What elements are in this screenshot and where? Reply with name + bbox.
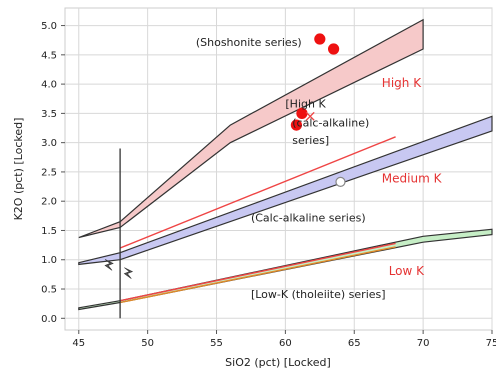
wedge-marker xyxy=(123,267,134,279)
y-tick-label: 3.5 xyxy=(41,109,57,120)
annotation-label: [Low-K (tholeiite) series] xyxy=(251,288,386,301)
data-point[interactable] xyxy=(290,119,303,131)
x-tick-label: 75 xyxy=(486,338,496,349)
series-lines xyxy=(119,136,396,304)
annotation-label: series] xyxy=(292,134,329,147)
annotations: (Shoshonite series) High K [High K (calc-al… xyxy=(196,36,443,301)
annotation-label: High K xyxy=(382,76,422,90)
y-tick-label: 4.5 xyxy=(41,50,57,61)
orange-lower-line xyxy=(119,246,396,304)
annotation-label: Medium K xyxy=(382,171,443,185)
red-upper-line xyxy=(119,136,396,249)
x-tick-label: 45 xyxy=(72,338,85,349)
annotation-label: [High K xyxy=(285,98,326,111)
x-tick-label: 55 xyxy=(210,338,223,349)
plot-area xyxy=(64,7,493,331)
annotation-label: (Calc-alkaline series) xyxy=(251,212,366,225)
y-tick-label: 2.0 xyxy=(41,197,57,208)
y-tick-label: 2.5 xyxy=(41,167,57,178)
annotation-label: Low K xyxy=(389,264,425,278)
x-tick-label: 60 xyxy=(279,338,292,349)
shoshonite-band xyxy=(78,18,424,239)
data-point[interactable] xyxy=(327,43,340,55)
y-tick-label: 3.0 xyxy=(41,138,57,149)
y-tick-label: 0.0 xyxy=(41,314,57,325)
y-tick-label: 1.0 xyxy=(41,255,57,266)
data-points xyxy=(104,33,346,279)
x-tick-label: 70 xyxy=(417,338,430,349)
red-lower-line xyxy=(119,242,396,302)
x-tick-label: 65 xyxy=(348,338,361,349)
cross-marker xyxy=(305,111,315,121)
wedge-marker xyxy=(104,259,114,271)
y-axis-ticks: 0.0 0.5 1.0 1.5 2.0 2.5 3.0 3.5 4.0 4.5 5.0 xyxy=(41,21,65,325)
y-tick-label: 0.5 xyxy=(41,285,57,296)
x-tick-label: 50 xyxy=(141,338,154,349)
data-point-open[interactable] xyxy=(335,176,346,187)
y-tick-label: 4.0 xyxy=(41,80,57,91)
y-axis-label: K2O (pct) [Locked] xyxy=(12,118,25,221)
x-axis-ticks: 45 50 55 60 65 70 75 xyxy=(72,330,496,349)
x-axis-label: SiO2 (pct) [Locked] xyxy=(225,356,331,369)
y-tick-label: 5.0 xyxy=(41,21,57,32)
annotation-label: (Shoshonite series) xyxy=(196,36,302,49)
y-tick-label: 1.5 xyxy=(41,226,57,237)
data-point[interactable] xyxy=(314,33,326,45)
annotation-label: (calc-alkaline) xyxy=(292,116,369,129)
